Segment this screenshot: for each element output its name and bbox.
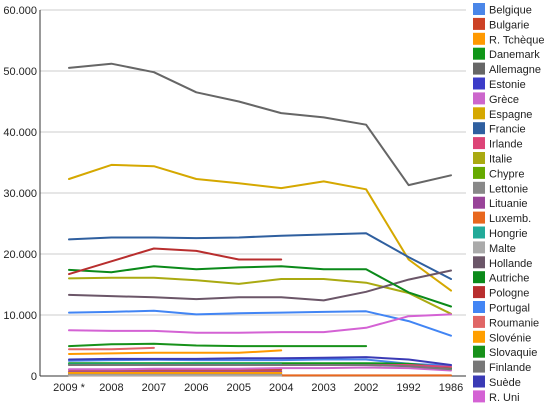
legend-label: Danemark <box>489 49 540 61</box>
y-tick-label: 0 <box>31 371 37 383</box>
legend-label: Chypre <box>489 168 524 180</box>
legend-label: Grèce <box>489 94 519 106</box>
legend-swatch <box>473 196 485 209</box>
series-line <box>68 276 452 315</box>
series-line <box>68 313 452 334</box>
gridlines <box>40 9 466 377</box>
legend-label: Lituanie <box>489 198 528 210</box>
legend-label: Lettonie <box>489 183 528 195</box>
x-tick-label: 1986 <box>439 382 463 394</box>
legend-swatch <box>473 315 485 328</box>
series-line <box>68 265 452 308</box>
legend-swatch <box>473 17 485 30</box>
series-line <box>68 232 452 280</box>
legend-swatch <box>473 92 485 105</box>
series-line <box>68 163 452 292</box>
legend-label: Slovénie <box>489 332 531 344</box>
series-line <box>68 309 452 337</box>
legend-swatch <box>473 211 485 224</box>
legend-label: Malte <box>489 243 516 255</box>
legend-swatch <box>473 47 485 60</box>
legend-swatch <box>473 32 485 45</box>
x-tick-label: 2005 <box>227 382 251 394</box>
series-line <box>68 346 155 351</box>
legend-swatch <box>473 345 485 358</box>
y-tick-label: 20.000 <box>3 249 37 261</box>
legend-label: Estonie <box>489 79 526 91</box>
y-tick-label: 10.000 <box>3 310 37 322</box>
legend-label: Bulgarie <box>489 19 529 31</box>
y-tick-label: 50.000 <box>3 66 37 78</box>
x-tick-label: 2007 <box>142 382 166 394</box>
legend-label: Pologne <box>489 288 529 300</box>
legend-label: Francie <box>489 124 526 136</box>
series-line <box>68 362 452 370</box>
legend-swatch <box>473 390 485 403</box>
series-line <box>68 366 452 372</box>
legend-swatch <box>473 360 485 373</box>
legend-label: Belgique <box>489 5 532 17</box>
x-tick-label: 1992 <box>396 382 420 394</box>
y-tick-label: 30.000 <box>3 188 37 200</box>
series-line <box>68 356 452 366</box>
legend-swatch <box>473 271 485 284</box>
y-tick-label: 60.000 <box>3 5 37 17</box>
x-axis-tick-labels: 2009 * 2008 2007 2006 2005 2004 2003 2002 1992 19… <box>53 382 463 394</box>
series-line <box>68 364 452 371</box>
y-tick-label: 40.000 <box>3 127 37 139</box>
legend-swatch <box>473 122 485 135</box>
series-line <box>68 358 452 367</box>
legend-label: Hongrie <box>489 228 528 240</box>
series-line <box>68 269 452 302</box>
x-tick-label: 2008 <box>99 382 123 394</box>
legend-label: Irlande <box>489 139 523 151</box>
legend-swatch <box>473 62 485 75</box>
legend-label: R. Tchèque <box>489 34 544 46</box>
legend-swatch <box>473 330 485 343</box>
series-line <box>68 247 283 276</box>
legend-label: Italie <box>489 154 512 166</box>
legend-label: Allemagne <box>489 64 541 76</box>
legend-label: Espagne <box>489 109 532 121</box>
legend-label: Finlande <box>489 362 531 374</box>
series-line <box>68 349 283 355</box>
x-tick-label: 2009 * <box>53 382 86 394</box>
legend-swatch <box>473 3 485 15</box>
legend-label: Roumanie <box>489 317 539 329</box>
series-line <box>68 342 368 348</box>
legend-label: R. Uni <box>489 392 520 404</box>
legend-swatch <box>473 286 485 299</box>
legend-swatch <box>473 77 485 90</box>
legend-swatch <box>473 107 485 120</box>
legend-label: Suède <box>489 377 521 389</box>
legend-swatch <box>473 152 485 164</box>
legend-label: Portugal <box>489 303 530 315</box>
x-tick-label: 2004 <box>269 382 293 394</box>
series-line <box>68 62 452 187</box>
legend-swatch <box>473 256 485 269</box>
legend-swatch <box>473 301 485 313</box>
y-axis-tick-labels: 0 10.000 20.000 30.000 40.000 50.000 60.000 <box>3 5 37 383</box>
legend-label: Hollande <box>489 258 532 270</box>
x-tick-label: 2003 <box>311 382 335 394</box>
legend-swatch <box>473 241 485 254</box>
legend-swatch <box>473 166 485 179</box>
x-tick-label: 2002 <box>354 382 378 394</box>
legend-swatch <box>473 137 485 150</box>
series-lines <box>68 62 452 377</box>
legend: Belgique Bulgarie R. Tchèque Danemark Allema… <box>473 3 544 404</box>
legend-swatch <box>473 181 485 194</box>
legend-swatch <box>473 226 485 239</box>
legend-swatch <box>473 375 485 388</box>
legend-label: Slovaquie <box>489 347 537 359</box>
legend-label: Luxemb. <box>489 213 531 225</box>
x-tick-label: 2006 <box>184 382 208 394</box>
legend-label: Autriche <box>489 273 529 285</box>
